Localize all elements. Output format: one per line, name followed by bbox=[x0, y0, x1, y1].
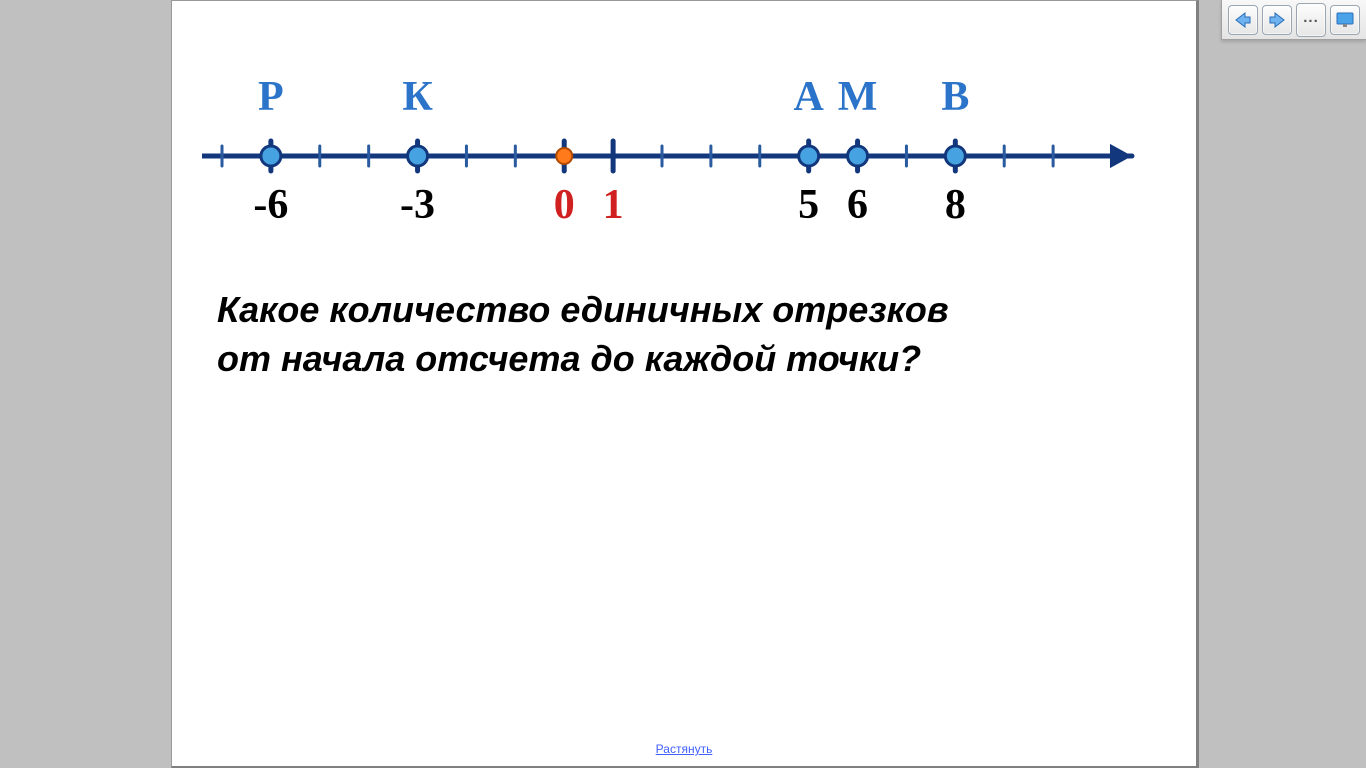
arrow-right-icon bbox=[1267, 11, 1287, 29]
nav-toolbar: ... bbox=[1221, 0, 1366, 40]
number-line-diagram: Р -6 К -3 01 А 5 М 6 В 8 bbox=[202, 56, 1162, 256]
svg-text:-3: -3 bbox=[400, 182, 435, 228]
svg-text:8: 8 bbox=[945, 182, 966, 228]
question-line-1: Какое количество единичных отрезков bbox=[217, 289, 949, 330]
svg-text:К: К bbox=[402, 74, 433, 120]
slide-content: Р -6 К -3 01 А 5 М 6 В 8 Какое количество единичны… bbox=[172, 1, 1196, 766]
number-line-svg: Р -6 К -3 01 А 5 М 6 В 8 bbox=[202, 56, 1162, 256]
footer: Растянуть bbox=[172, 740, 1196, 758]
monitor-icon bbox=[1335, 11, 1355, 29]
svg-text:6: 6 bbox=[847, 182, 868, 228]
slide-window: Р -6 К -3 01 А 5 М 6 В 8 Какое количество единичны… bbox=[171, 0, 1199, 768]
svg-text:М: М bbox=[838, 74, 878, 120]
arrow-left-icon bbox=[1233, 11, 1253, 29]
desktop: Р -6 К -3 01 А 5 М 6 В 8 Какое количество единичны… bbox=[0, 0, 1366, 768]
more-button[interactable]: ... bbox=[1296, 3, 1326, 37]
footer-link[interactable]: Растянуть bbox=[656, 742, 713, 756]
question-line-2: от начала отсчета до каждой точки? bbox=[217, 338, 921, 379]
back-button[interactable] bbox=[1228, 5, 1258, 35]
svg-text:Р: Р bbox=[258, 74, 284, 120]
display-button[interactable] bbox=[1330, 5, 1360, 35]
question-text: Какое количество единичных отрезков от н… bbox=[217, 286, 1117, 383]
svg-text:0: 0 bbox=[554, 182, 575, 228]
svg-text:А: А bbox=[793, 74, 824, 120]
svg-text:5: 5 bbox=[798, 182, 819, 228]
forward-button[interactable] bbox=[1262, 5, 1292, 35]
svg-text:-6: -6 bbox=[253, 182, 288, 228]
svg-text:В: В bbox=[941, 74, 969, 120]
svg-text:1: 1 bbox=[603, 182, 624, 228]
